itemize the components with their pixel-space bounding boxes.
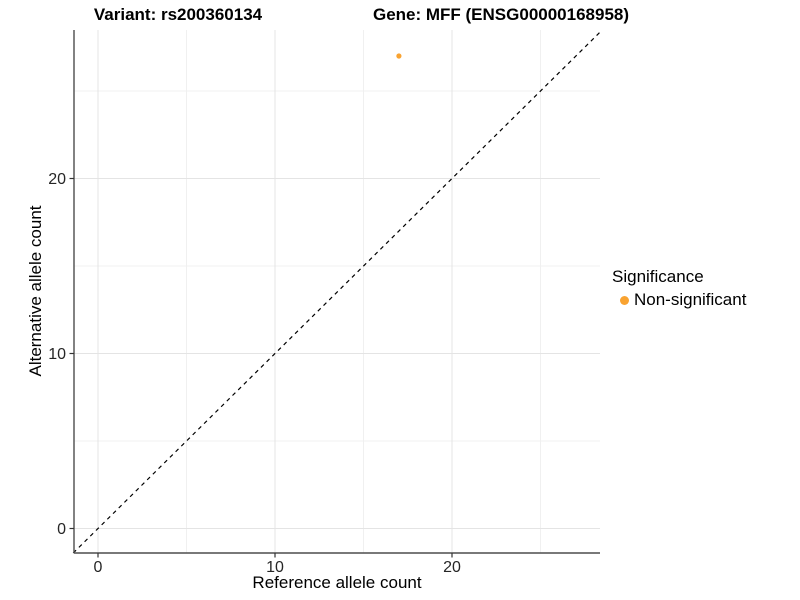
identity-reference-line [72,31,602,554]
y-axis-title: Alternative allele count [26,205,45,377]
data-point [396,53,402,59]
y-tick-label: 20 [48,171,66,188]
legend: Significance Non-significant [612,267,746,310]
legend-item-label: Non-significant [634,290,747,309]
plot-title-variant: Variant: rs200360134 [93,5,263,24]
x-tick-label: 20 [443,559,461,576]
plot-title-gene: Gene: MFF (ENSG00000168958) [372,5,630,24]
x-axis-title: Reference allele count [252,573,422,592]
y-tick-label: 0 [57,521,66,538]
x-tick-label: 0 [94,559,103,576]
legend-point-icon [620,295,629,305]
x-tick-label: 10 [266,559,284,576]
legend-title: Significance [612,267,704,286]
legend-item: Non-significant [612,290,746,310]
y-tick-label: 10 [48,346,66,363]
